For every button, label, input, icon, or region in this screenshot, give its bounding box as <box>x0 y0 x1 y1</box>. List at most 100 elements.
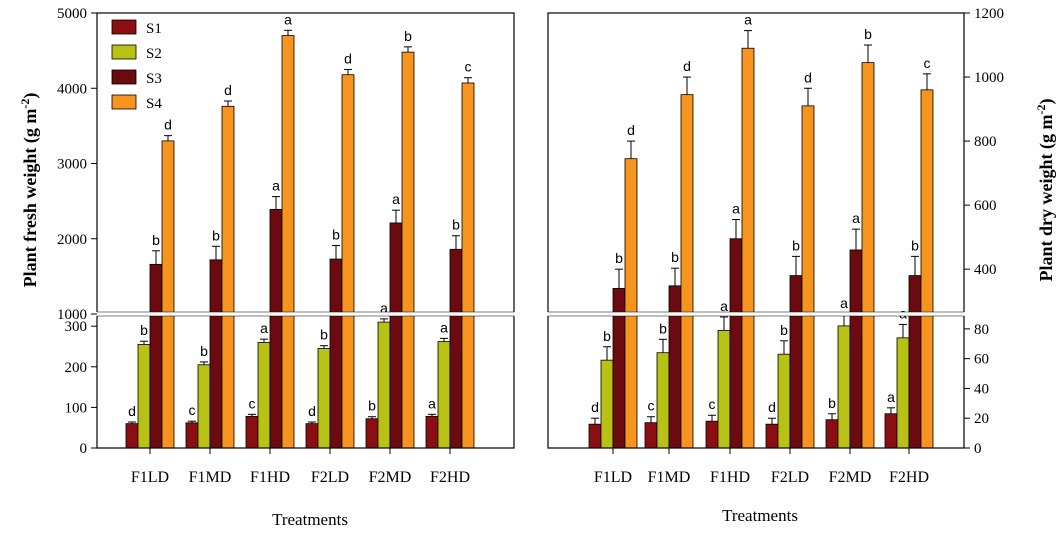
legend-label-s4: S4 <box>146 96 162 112</box>
legend-label-s2: S2 <box>146 46 162 62</box>
y-tick-label: 800 <box>974 134 997 150</box>
bar-s2-f2hd <box>896 337 910 449</box>
legend-swatch-s4 <box>111 94 137 110</box>
y-tick-label: 200 <box>65 360 88 376</box>
y-tick-label: 60 <box>974 352 989 368</box>
y-tick-label: 20 <box>974 411 989 427</box>
significance-letter: b <box>368 398 376 414</box>
significance-letter: a <box>260 320 268 336</box>
bar-s3-f1hd <box>269 209 283 449</box>
significance-letter: a <box>272 178 280 194</box>
y-tick-label: 80 <box>974 322 989 338</box>
plot-frame <box>547 12 965 449</box>
significance-letter: c <box>648 398 655 414</box>
x-tick-label: F2MD <box>369 469 412 486</box>
x-tick-label: F2LD <box>311 469 349 486</box>
bar-s4-f1md <box>680 94 694 449</box>
bar-s4-f2hd <box>461 82 475 449</box>
y-tick-label: 5000 <box>57 6 87 22</box>
significance-letter: c <box>465 59 472 75</box>
plot-frame <box>96 12 515 449</box>
significance-letter: c <box>189 402 196 418</box>
bar-s1-f1ld <box>588 423 602 449</box>
x-tick-label: F1MD <box>648 469 691 486</box>
bar-s2-f1md <box>656 352 670 449</box>
significance-letter: b <box>332 227 340 243</box>
y-tick-label: 600 <box>974 198 997 214</box>
bar-s1-f2md <box>365 418 379 449</box>
bar-s4-f2md <box>401 51 415 449</box>
significance-letter: c <box>924 55 931 71</box>
bar-s2-f1md <box>197 364 211 449</box>
bar-s1-f1md <box>644 422 658 449</box>
bar-s3-f2ld <box>789 275 803 449</box>
bar-s3-f1hd <box>729 238 743 449</box>
significance-letter: a <box>852 210 860 226</box>
bar-s3-f2hd <box>908 275 922 449</box>
bar-s2-f1hd <box>717 329 731 449</box>
axis-break-gap <box>542 312 970 316</box>
significance-letter: b <box>603 328 611 344</box>
bar-s2-f2md <box>837 325 851 449</box>
legend-swatch-s1 <box>111 19 137 35</box>
bar-s4-f2ld <box>801 105 815 449</box>
bar-s1-f2md <box>825 419 839 449</box>
y-tick-label: 3000 <box>57 157 87 173</box>
x-tick-label: F2HD <box>889 469 929 486</box>
x-tick-label: F1HD <box>710 469 750 486</box>
y-tick-label: 0 <box>974 441 982 457</box>
y-tick-label: 0 <box>80 441 88 457</box>
bar-s2-f1hd <box>257 342 271 449</box>
y-axis-title: Plant dry weight (g m-2) <box>1034 99 1057 282</box>
x-tick-label: F1LD <box>594 469 632 486</box>
bar-s1-f1md <box>185 422 199 449</box>
legend-swatch-s2 <box>111 44 137 60</box>
significance-letter: a <box>428 395 436 411</box>
y-tick-label: 2000 <box>57 232 87 248</box>
significance-letter: d <box>164 117 172 133</box>
bar-s1-f2ld <box>305 423 319 449</box>
significance-letter: b <box>911 237 919 253</box>
bar-s3-f1md <box>668 285 682 449</box>
bar-s4-f2hd <box>920 89 934 449</box>
legend: S1 S2 S3 S4 <box>111 19 162 112</box>
bar-s4-f1md <box>221 105 235 449</box>
axis-break-gap <box>91 312 520 316</box>
significance-letter: a <box>284 11 292 27</box>
legend-label-s3: S3 <box>146 71 162 87</box>
y-axis-title: Plant fresh weight (g m-2) <box>18 93 41 288</box>
x-tick-label: F2LD <box>771 469 809 486</box>
significance-letter: d <box>627 122 635 138</box>
significance-letter: a <box>744 12 752 28</box>
legend-swatch-s3 <box>111 69 137 85</box>
significance-letter: c <box>249 395 256 411</box>
y-tick-label: 400 <box>974 262 997 278</box>
significance-letter: a <box>440 319 448 335</box>
bar-s3-f1md <box>209 259 223 449</box>
significance-letter: a <box>732 201 740 217</box>
significance-letter: d <box>683 58 691 74</box>
significance-letter: b <box>320 327 328 343</box>
significance-letter: b <box>671 249 679 265</box>
bar-s3-f2md <box>389 222 403 449</box>
bar-s2-f1ld <box>137 344 151 449</box>
bar-s2-f2ld <box>777 353 791 449</box>
bar-s2-f1ld <box>600 359 614 449</box>
significance-letter: d <box>591 399 599 415</box>
bar-s3-f2hd <box>449 248 463 449</box>
significance-letter: b <box>864 26 872 42</box>
right-chart-panel: dccdbabbabaabbababddadbc0204060804006008… <box>542 6 1057 525</box>
bar-s2-f2hd <box>437 341 451 449</box>
y-tick-label: 100 <box>65 400 88 416</box>
y-tick-label: 1200 <box>974 6 1004 22</box>
significance-letter: d <box>804 69 812 85</box>
bar-s1-f1hd <box>245 415 259 449</box>
bar-s4-f2md <box>861 62 875 449</box>
significance-letter: a <box>392 191 400 207</box>
bar-s3-f1ld <box>149 263 163 449</box>
significance-letter: b <box>140 322 148 338</box>
significance-letter: a <box>840 295 848 311</box>
significance-letter: b <box>152 232 160 248</box>
